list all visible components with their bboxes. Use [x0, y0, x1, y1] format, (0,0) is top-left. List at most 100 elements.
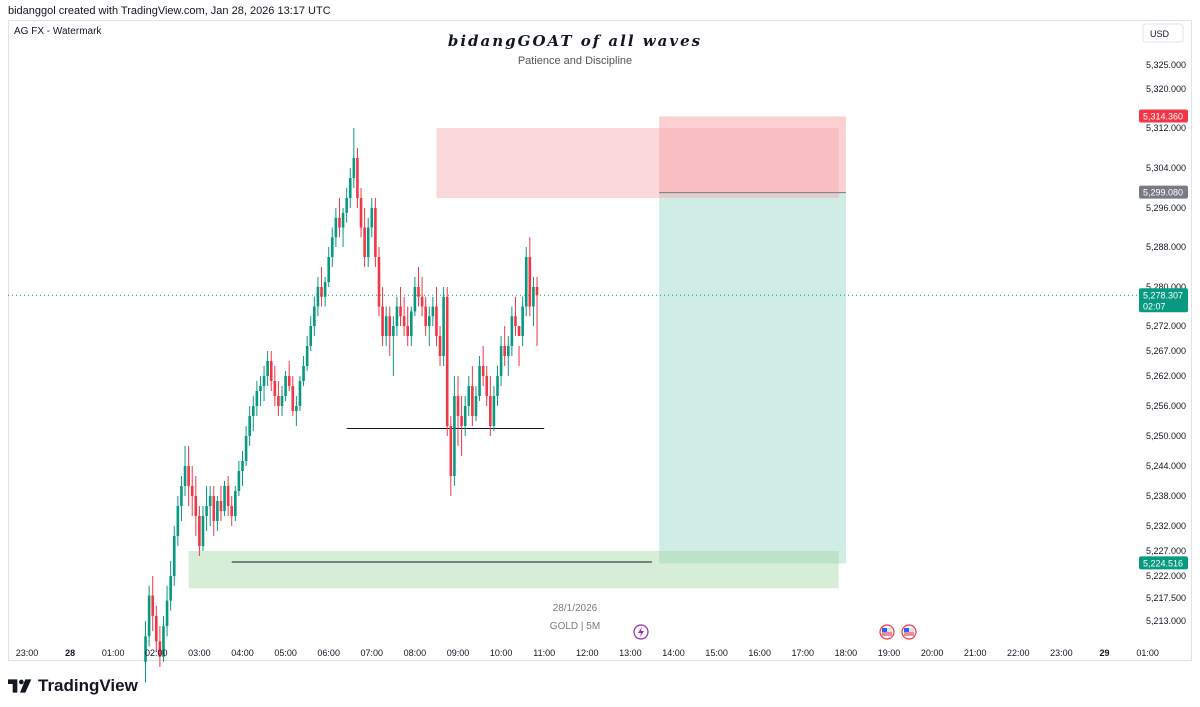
target-zone[interactable]	[659, 192, 846, 564]
candle[interactable]	[151, 576, 155, 632]
candle[interactable]	[506, 336, 510, 376]
candle[interactable]	[226, 476, 230, 516]
candle[interactable]	[514, 296, 517, 336]
demand-zone[interactable]	[188, 551, 839, 589]
candle[interactable]	[205, 486, 208, 531]
candle[interactable]	[456, 376, 460, 446]
candle[interactable]	[489, 376, 492, 436]
candle[interactable]	[316, 277, 320, 317]
candle[interactable]	[287, 361, 291, 391]
candle[interactable]	[352, 128, 356, 188]
candle[interactable]	[424, 296, 427, 336]
candle[interactable]	[445, 287, 449, 436]
lightning-icon[interactable]	[633, 624, 649, 640]
stop-zone[interactable]	[659, 116, 846, 193]
candle[interactable]	[291, 376, 295, 416]
candle[interactable]	[165, 585, 169, 637]
candle[interactable]	[370, 198, 374, 238]
candle[interactable]	[255, 381, 259, 416]
candle[interactable]	[198, 506, 201, 556]
currency-button[interactable]: USD	[1142, 23, 1184, 43]
candle[interactable]	[485, 366, 489, 406]
candle[interactable]	[377, 247, 381, 317]
candle[interactable]	[183, 446, 187, 496]
candle[interactable]	[417, 267, 420, 307]
candle[interactable]	[302, 356, 305, 386]
candle[interactable]	[241, 451, 244, 486]
candle[interactable]	[280, 386, 284, 416]
candle[interactable]	[460, 396, 463, 456]
candle[interactable]	[230, 496, 234, 526]
candle[interactable]	[399, 287, 402, 326]
candle[interactable]	[234, 486, 237, 521]
candle[interactable]	[402, 296, 406, 336]
candle[interactable]	[259, 376, 262, 406]
candle[interactable]	[532, 277, 535, 326]
us-flag-event-icon[interactable]	[901, 624, 917, 640]
candle[interactable]	[474, 386, 478, 421]
candle[interactable]	[187, 446, 190, 506]
candle[interactable]	[499, 336, 503, 386]
candle[interactable]	[162, 615, 165, 662]
candle[interactable]	[392, 316, 395, 376]
candle[interactable]	[363, 208, 366, 267]
candle[interactable]	[338, 198, 341, 238]
candle[interactable]	[384, 306, 388, 347]
candle[interactable]	[431, 296, 435, 326]
candle[interactable]	[190, 466, 194, 516]
candle[interactable]	[172, 526, 176, 586]
candle[interactable]	[334, 208, 338, 247]
candle[interactable]	[388, 306, 392, 357]
candle[interactable]	[345, 188, 348, 223]
candle[interactable]	[395, 296, 399, 336]
candle[interactable]	[212, 486, 216, 536]
candle[interactable]	[201, 506, 205, 551]
candle[interactable]	[348, 168, 352, 208]
candle[interactable]	[216, 496, 219, 531]
supply-zone[interactable]	[436, 128, 839, 198]
candle[interactable]	[510, 306, 514, 357]
candle[interactable]	[284, 371, 287, 401]
candle[interactable]	[327, 247, 330, 287]
candle[interactable]	[295, 396, 298, 426]
candle[interactable]	[176, 496, 180, 546]
candle[interactable]	[481, 346, 485, 386]
candle[interactable]	[442, 287, 445, 366]
candle[interactable]	[269, 351, 273, 391]
candle[interactable]	[194, 476, 198, 536]
candle[interactable]	[147, 585, 151, 647]
candle[interactable]	[251, 396, 255, 431]
candle[interactable]	[341, 208, 345, 247]
candle[interactable]	[438, 326, 442, 366]
candle[interactable]	[320, 267, 323, 307]
candle[interactable]	[155, 605, 158, 652]
candle[interactable]	[524, 247, 528, 317]
candle[interactable]	[298, 376, 302, 411]
candle[interactable]	[180, 476, 183, 521]
candle[interactable]	[223, 481, 226, 516]
candle[interactable]	[413, 277, 417, 317]
candle[interactable]	[237, 461, 241, 496]
candle[interactable]	[435, 287, 438, 346]
candle[interactable]	[144, 621, 147, 683]
candle[interactable]	[323, 277, 327, 307]
candle[interactable]	[453, 376, 456, 486]
candle[interactable]	[273, 366, 277, 406]
candle[interactable]	[503, 326, 506, 366]
candle[interactable]	[169, 561, 172, 611]
candle[interactable]	[313, 296, 316, 336]
candle[interactable]	[262, 366, 266, 401]
candle[interactable]	[248, 406, 251, 446]
candle[interactable]	[449, 416, 453, 496]
candle[interactable]	[492, 386, 496, 431]
candle[interactable]	[277, 381, 280, 416]
candle[interactable]	[517, 326, 521, 366]
tradingview-logo[interactable]: TradingView	[8, 676, 138, 696]
candle[interactable]	[266, 351, 269, 386]
candle[interactable]	[219, 486, 223, 521]
candle[interactable]	[463, 396, 467, 436]
candle[interactable]	[309, 316, 313, 351]
candle[interactable]	[535, 277, 539, 346]
candle[interactable]	[359, 188, 363, 238]
